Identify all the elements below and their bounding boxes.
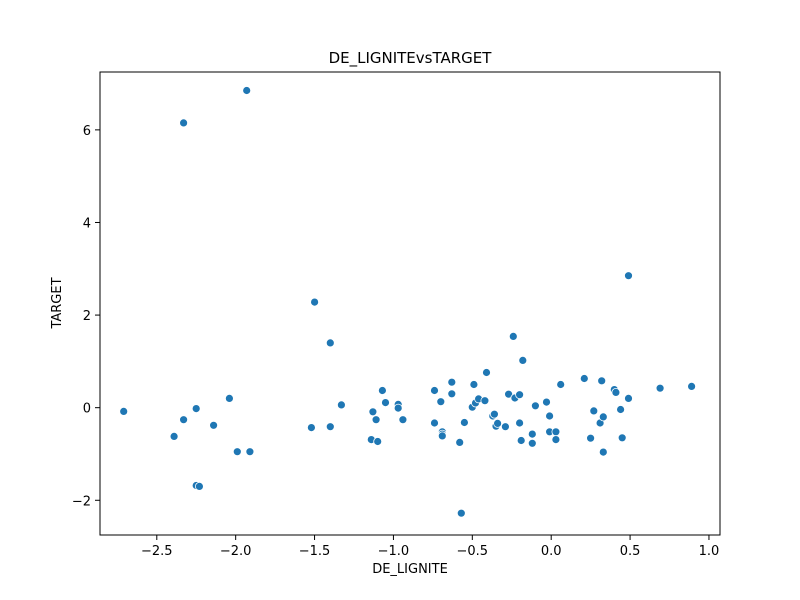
x-tick-label: −1.5 bbox=[299, 544, 331, 559]
data-point bbox=[504, 389, 514, 399]
data-point bbox=[469, 380, 479, 389]
data-point bbox=[456, 508, 466, 518]
data-points bbox=[119, 86, 696, 518]
data-point bbox=[518, 355, 528, 365]
data-point bbox=[617, 433, 627, 443]
data-point bbox=[447, 377, 457, 387]
x-axis-ticks: −2.5 −2.0 −1.5 −1.0 −0.5 0.0 0.5 1.0 bbox=[141, 535, 719, 559]
data-point bbox=[531, 401, 540, 411]
data-point bbox=[556, 380, 566, 389]
y-tick-label: 0 bbox=[83, 402, 91, 417]
y-tick-label: 6 bbox=[83, 124, 91, 139]
data-point bbox=[373, 437, 383, 446]
y-tick-label: 2 bbox=[83, 309, 91, 324]
data-point bbox=[551, 435, 561, 445]
data-point bbox=[551, 427, 561, 437]
data-point bbox=[527, 429, 537, 439]
data-point bbox=[482, 368, 491, 377]
data-point bbox=[191, 404, 201, 414]
data-point bbox=[436, 397, 446, 407]
data-point bbox=[459, 418, 469, 427]
x-tick-label: −1.0 bbox=[378, 544, 410, 559]
data-point bbox=[179, 118, 189, 128]
x-tick-label: −2.5 bbox=[141, 544, 173, 559]
data-point bbox=[598, 447, 608, 457]
data-point bbox=[368, 407, 378, 417]
data-point bbox=[527, 438, 537, 448]
data-point bbox=[500, 422, 510, 432]
data-point bbox=[209, 420, 219, 430]
chart-title: DE_LIGNITEvsTARGET bbox=[329, 49, 493, 68]
data-point bbox=[579, 374, 589, 383]
data-point bbox=[598, 412, 608, 422]
data-point bbox=[371, 415, 381, 425]
data-point bbox=[508, 331, 518, 341]
data-point bbox=[169, 431, 179, 441]
data-point bbox=[455, 437, 465, 447]
data-point bbox=[242, 86, 252, 95]
y-axis-label: TARGET bbox=[50, 277, 65, 329]
data-point bbox=[119, 406, 129, 416]
data-point bbox=[687, 381, 696, 391]
data-point bbox=[194, 481, 204, 491]
data-point bbox=[616, 405, 625, 414]
y-tick-label: −2 bbox=[72, 494, 91, 509]
x-tick-label: 1.0 bbox=[699, 544, 720, 559]
x-tick-label: −0.5 bbox=[457, 544, 489, 559]
x-tick-label: −2.0 bbox=[220, 544, 252, 559]
data-point bbox=[393, 403, 403, 413]
data-point bbox=[515, 418, 524, 428]
y-axis-ticks: −2 0 2 4 6 bbox=[72, 124, 100, 509]
data-point bbox=[493, 418, 503, 428]
data-point bbox=[377, 386, 387, 395]
plot-area-frame bbox=[99, 71, 721, 536]
data-point bbox=[597, 376, 607, 386]
data-point bbox=[306, 423, 316, 433]
x-axis-label: DE_LIGNITE bbox=[372, 562, 448, 577]
data-point bbox=[381, 398, 390, 408]
data-point bbox=[245, 447, 255, 457]
data-point bbox=[336, 400, 346, 410]
data-point bbox=[232, 447, 242, 457]
x-tick-label: 0.0 bbox=[541, 544, 562, 559]
data-point bbox=[542, 397, 551, 407]
data-point bbox=[624, 271, 633, 281]
data-point bbox=[398, 415, 408, 425]
data-point bbox=[310, 297, 320, 307]
data-point bbox=[224, 393, 234, 403]
x-tick-label: 0.5 bbox=[620, 544, 641, 559]
data-point bbox=[447, 389, 457, 399]
data-point bbox=[325, 422, 335, 432]
data-point bbox=[325, 338, 335, 348]
data-point bbox=[515, 390, 524, 400]
data-point bbox=[179, 415, 189, 425]
data-point bbox=[611, 387, 621, 397]
data-point bbox=[480, 396, 490, 406]
data-point bbox=[589, 406, 599, 416]
data-point bbox=[516, 436, 526, 445]
data-point bbox=[430, 418, 439, 428]
data-point bbox=[655, 383, 665, 393]
data-point bbox=[437, 431, 447, 441]
data-point bbox=[624, 393, 633, 403]
y-tick-label: 4 bbox=[83, 216, 91, 231]
data-point bbox=[430, 386, 439, 395]
data-point bbox=[489, 409, 499, 419]
data-point bbox=[586, 433, 595, 443]
data-point bbox=[545, 411, 554, 421]
